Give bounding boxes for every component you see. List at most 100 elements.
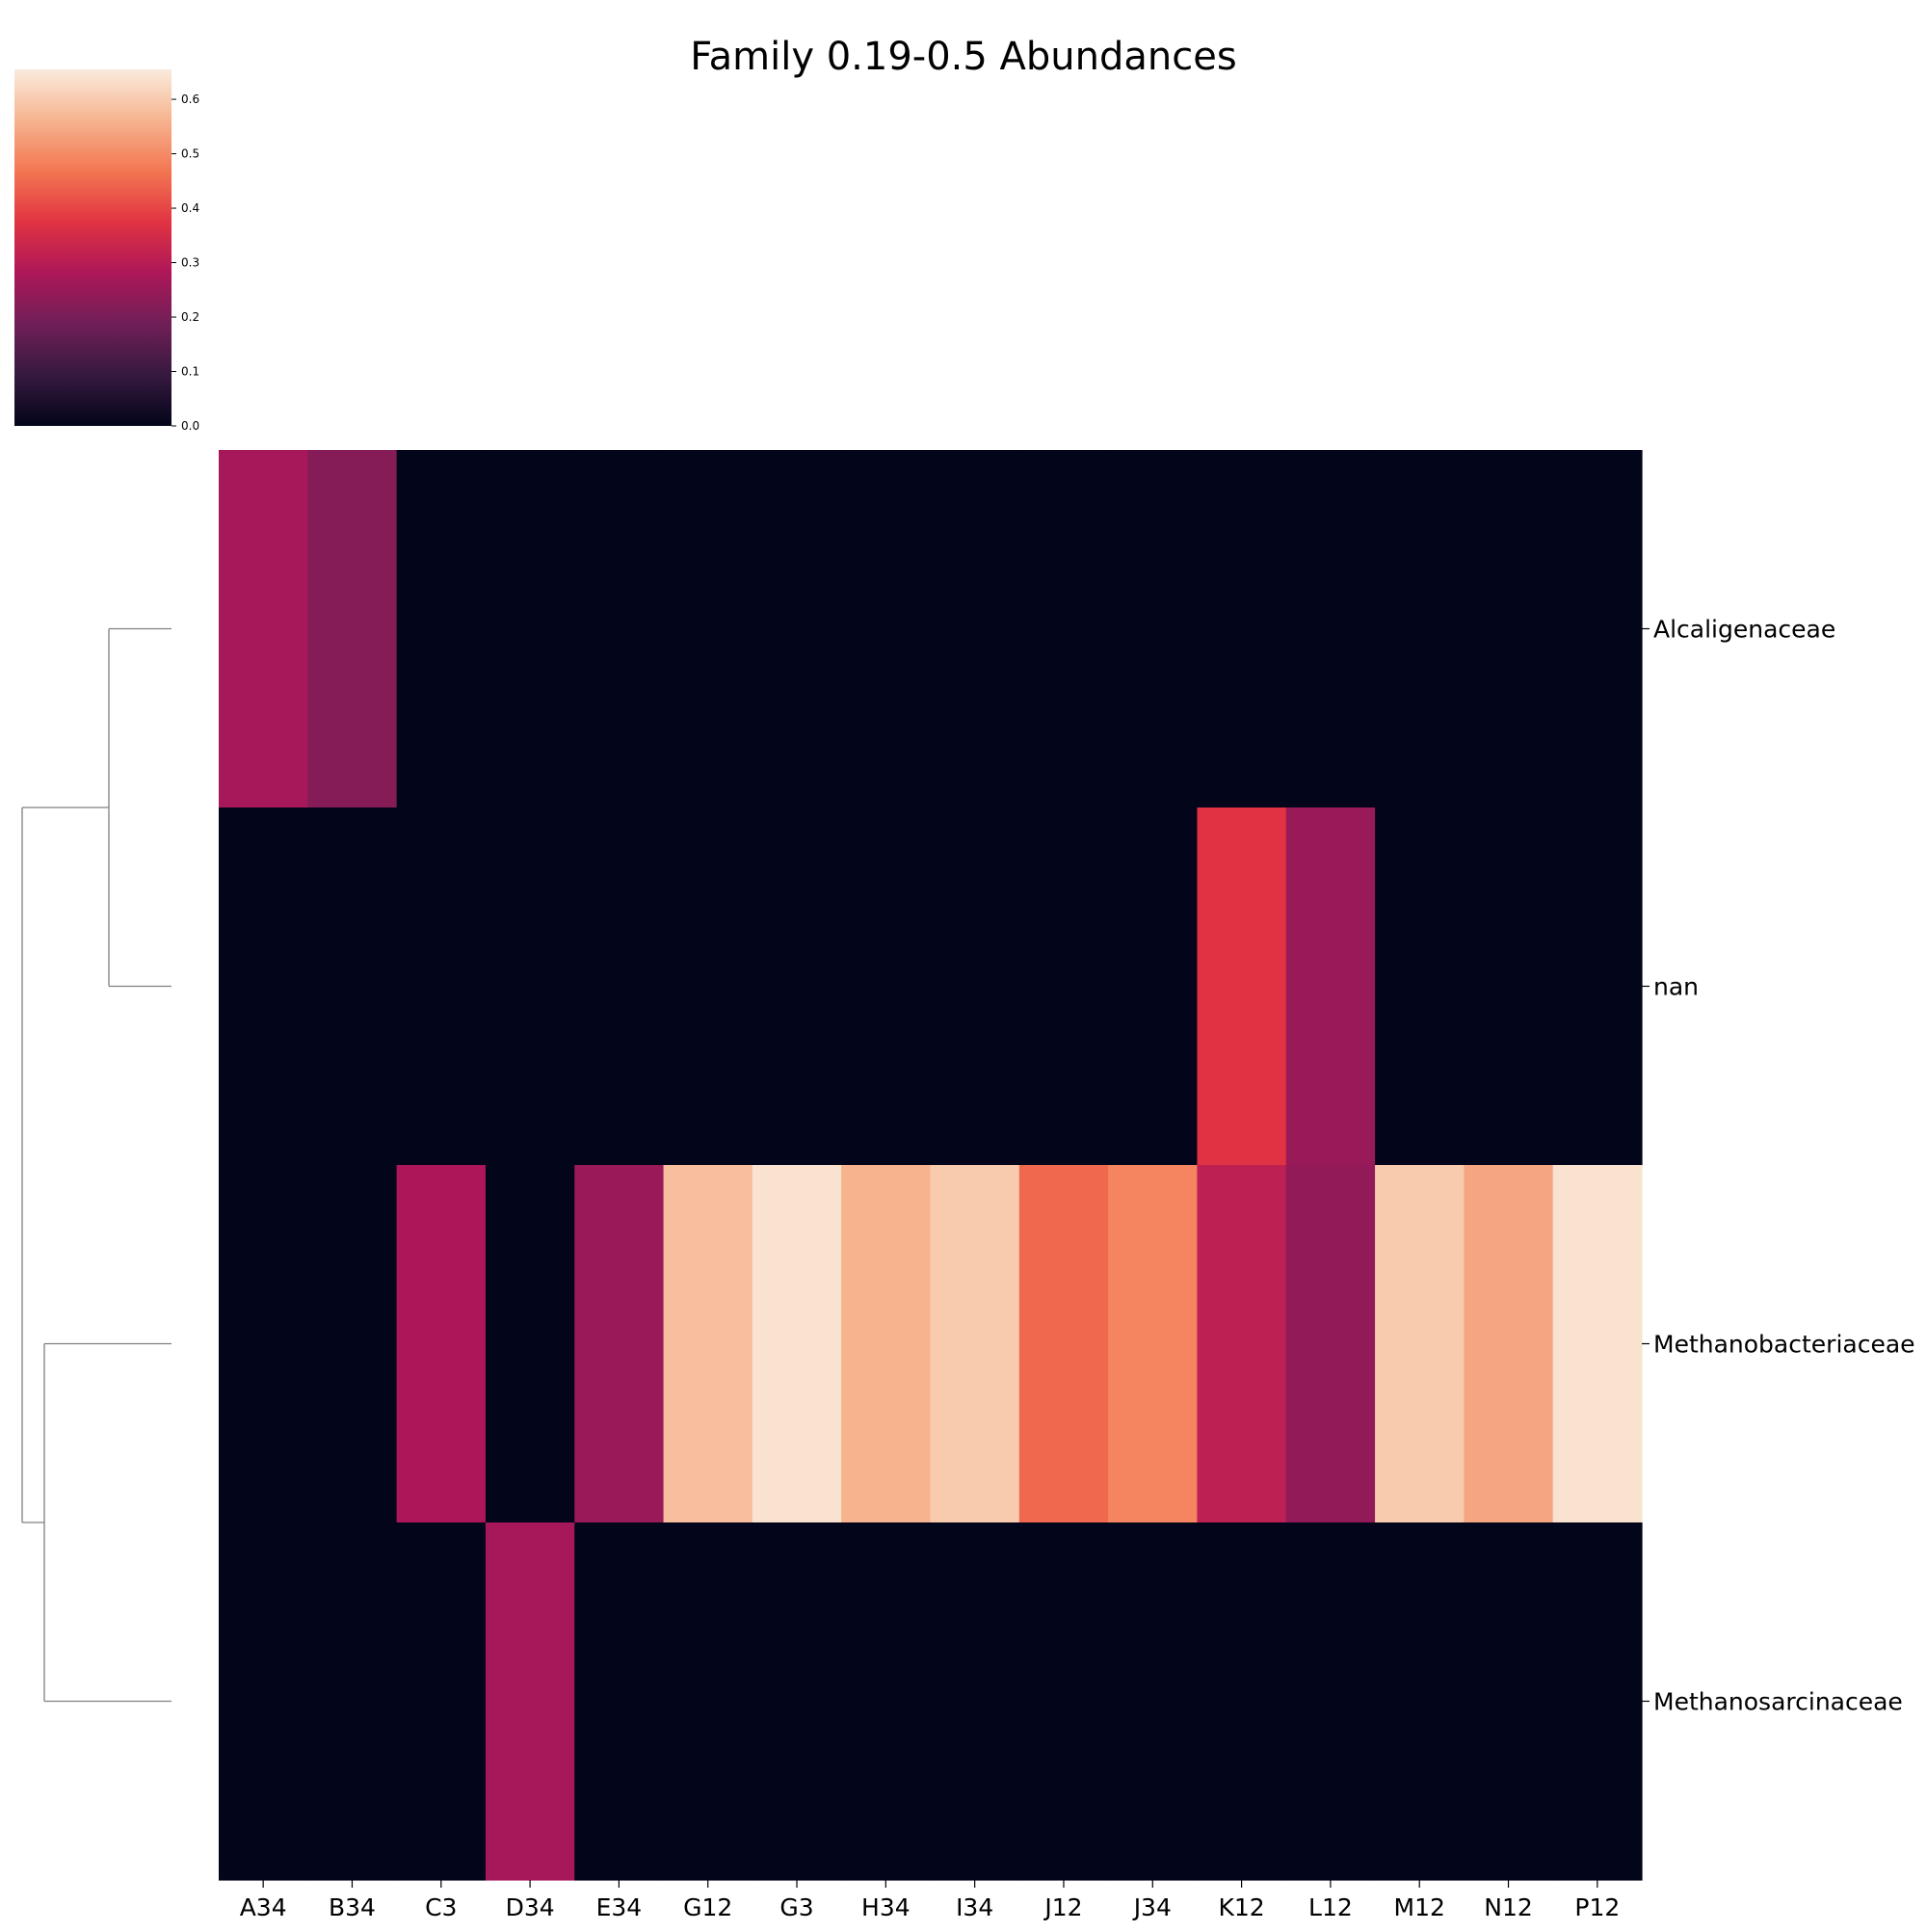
heatmap-cell-nan-g3	[752, 807, 842, 1166]
colorbar-tick-label: 0.3	[181, 256, 199, 270]
heatmap-cell-alcaligenaceae-n12	[1464, 450, 1554, 808]
heatmap-cell-methanosarcinaceae-n12	[1464, 1522, 1554, 1881]
heatmap-cell-nan-g12	[663, 807, 753, 1166]
heatmap-cell-methanosarcinaceae-i34	[930, 1522, 1020, 1881]
heatmap-cell-nan-a34	[219, 807, 308, 1166]
heatmap-cell-methanobacteriaceae-k12	[1197, 1165, 1287, 1523]
heatmap-cell-methanobacteriaceae-p12	[1552, 1165, 1643, 1523]
heatmap-cell-nan-m12	[1375, 807, 1465, 1166]
heatmap-cell-methanosarcinaceae-a34	[219, 1522, 308, 1881]
heatmap-cell-methanobacteriaceae-a34	[219, 1165, 308, 1523]
heatmap-cell-methanobacteriaceae-l12	[1285, 1165, 1376, 1523]
heatmap-cell-alcaligenaceae-g3	[752, 450, 842, 808]
x-tick-label-h34: H34	[861, 1893, 911, 1921]
heatmap-cell-nan-b34	[307, 807, 398, 1166]
heatmap-cell-methanosarcinaceae-j34	[1108, 1522, 1199, 1881]
heatmap-cell-methanobacteriaceae-h34	[841, 1165, 932, 1523]
y-tick-label-methanobacteriaceae: Methanobacteriaceae	[1653, 1331, 1915, 1359]
heatmap-cell-alcaligenaceae-a34	[219, 450, 308, 808]
x-tick-label-e34: E34	[596, 1893, 643, 1921]
heatmap-cell-methanosarcinaceae-l12	[1285, 1522, 1376, 1881]
heatmap-cells	[219, 450, 1643, 1881]
x-tick-label-m12: M12	[1394, 1893, 1445, 1921]
colorbar-gradient	[14, 69, 172, 426]
heatmap-cell-methanosarcinaceae-h34	[841, 1522, 932, 1881]
y-tick-label-alcaligenaceae: Alcaligenaceae	[1653, 616, 1835, 644]
heatmap-cell-alcaligenaceae-l12	[1285, 450, 1376, 808]
x-tick-label-g12: G12	[683, 1893, 732, 1921]
colorbar-tick-label: 0.4	[181, 201, 199, 215]
y-tick-label-nan: nan	[1653, 973, 1699, 1001]
heatmap-cell-alcaligenaceae-j34	[1108, 450, 1199, 808]
heatmap-cell-methanosarcinaceae-j12	[1018, 1522, 1109, 1881]
colorbar-tick-label: 0.1	[181, 365, 199, 379]
heatmap-cell-methanobacteriaceae-n12	[1464, 1165, 1554, 1523]
heatmap-cell-methanosarcinaceae-b34	[307, 1522, 398, 1881]
x-tick-label-g3: G3	[779, 1893, 813, 1921]
y-axis-labels: Alcaligenaceae nan Methanobacteriaceae Meth…	[1642, 616, 1915, 1716]
heatmap-cell-alcaligenaceae-p12	[1552, 450, 1643, 808]
heatmap-cell-methanosarcinaceae-g3	[752, 1522, 842, 1881]
heatmap-cell-nan-n12	[1464, 807, 1554, 1166]
heatmap-cell-alcaligenaceae-c3	[396, 450, 487, 808]
x-tick-label-k12: K12	[1218, 1893, 1264, 1921]
heatmap-cell-alcaligenaceae-g12	[663, 450, 753, 808]
heatmap-cell-alcaligenaceae-b34	[307, 450, 398, 808]
colorbar-tick-label: 0.5	[181, 147, 199, 161]
heatmap-cell-alcaligenaceae-e34	[574, 450, 665, 808]
heatmap-cell-methanobacteriaceae-g3	[752, 1165, 842, 1523]
x-tick-label-a34: A34	[240, 1893, 287, 1921]
x-axis-labels: A34 B34 C3 D34 E34 G12 G3 H34 I34 J12 J34 K12 L12 M12…	[240, 1880, 1620, 1921]
heatmap-cell-alcaligenaceae-m12	[1375, 450, 1465, 808]
x-tick-label-l12: L12	[1308, 1893, 1353, 1921]
heatmap-cell-methanosarcinaceae-k12	[1197, 1522, 1287, 1881]
heatmap-cell-nan-i34	[930, 807, 1020, 1166]
heatmap-cell-nan-j12	[1018, 807, 1109, 1166]
heatmap-cell-alcaligenaceae-j12	[1018, 450, 1109, 808]
heatmap-cell-nan-d34	[485, 807, 575, 1166]
colorbar-tick-label: 0.2	[181, 310, 199, 324]
heatmap-cell-nan-e34	[574, 807, 665, 1166]
heatmap-cell-alcaligenaceae-i34	[930, 450, 1020, 808]
colorbar-tick-label: 0.6	[181, 93, 199, 106]
heatmap-cell-methanobacteriaceae-j12	[1018, 1165, 1109, 1523]
heatmap-cell-nan-p12	[1552, 807, 1643, 1166]
heatmap-cell-nan-l12	[1285, 807, 1376, 1166]
x-tick-label-n12: N12	[1484, 1893, 1533, 1921]
x-tick-label-p12: P12	[1574, 1893, 1620, 1921]
heatmap-cell-alcaligenaceae-d34	[485, 450, 575, 808]
heatmap-cell-nan-j34	[1108, 807, 1199, 1166]
heatmap-cell-methanosarcinaceae-c3	[396, 1522, 487, 1881]
x-tick-label-d34: D34	[506, 1893, 555, 1921]
heatmap-cell-methanobacteriaceae-c3	[396, 1165, 487, 1523]
x-tick-label-j34: J34	[1132, 1893, 1172, 1921]
x-tick-label-i34: I34	[956, 1893, 993, 1921]
y-tick-label-methanosarcinaceae: Methanosarcinaceae	[1653, 1688, 1903, 1716]
heatmap-cell-alcaligenaceae-k12	[1197, 450, 1287, 808]
heatmap-cell-methanobacteriaceae-g12	[663, 1165, 753, 1523]
heatmap-cell-methanosarcinaceae-p12	[1552, 1522, 1643, 1881]
heatmap-cell-methanobacteriaceae-e34	[574, 1165, 665, 1523]
chart-title: Family 0.19-0.5 Abundances	[690, 35, 1236, 79]
heatmap-cell-nan-k12	[1197, 807, 1287, 1166]
heatmap-cell-nan-c3	[396, 807, 487, 1166]
heatmap-cell-methanobacteriaceae-m12	[1375, 1165, 1465, 1523]
heatmap-cell-methanosarcinaceae-m12	[1375, 1522, 1465, 1881]
x-tick-label-j12: J12	[1043, 1893, 1082, 1921]
x-tick-label-b34: B34	[329, 1893, 376, 1921]
heatmap-cell-alcaligenaceae-h34	[841, 450, 932, 808]
row-dendrogram	[21, 627, 172, 1703]
heatmap-cell-methanosarcinaceae-e34	[574, 1522, 665, 1881]
heatmap-cell-methanobacteriaceae-j34	[1108, 1165, 1199, 1523]
heatmap-cell-methanobacteriaceae-i34	[930, 1165, 1020, 1523]
heatmap-cell-methanosarcinaceae-g12	[663, 1522, 753, 1881]
heatmap-cell-methanobacteriaceae-d34	[485, 1165, 575, 1523]
colorbar: 0.0 0.1 0.2 0.3 0.4 0.5 0.6	[14, 69, 199, 433]
heatmap-cell-methanobacteriaceae-b34	[307, 1165, 398, 1523]
x-tick-label-c3: C3	[425, 1893, 457, 1921]
colorbar-tick-label: 0.0	[181, 419, 199, 433]
heatmap-cell-nan-h34	[841, 807, 932, 1166]
heatmap-cell-methanosarcinaceae-d34	[485, 1522, 575, 1881]
